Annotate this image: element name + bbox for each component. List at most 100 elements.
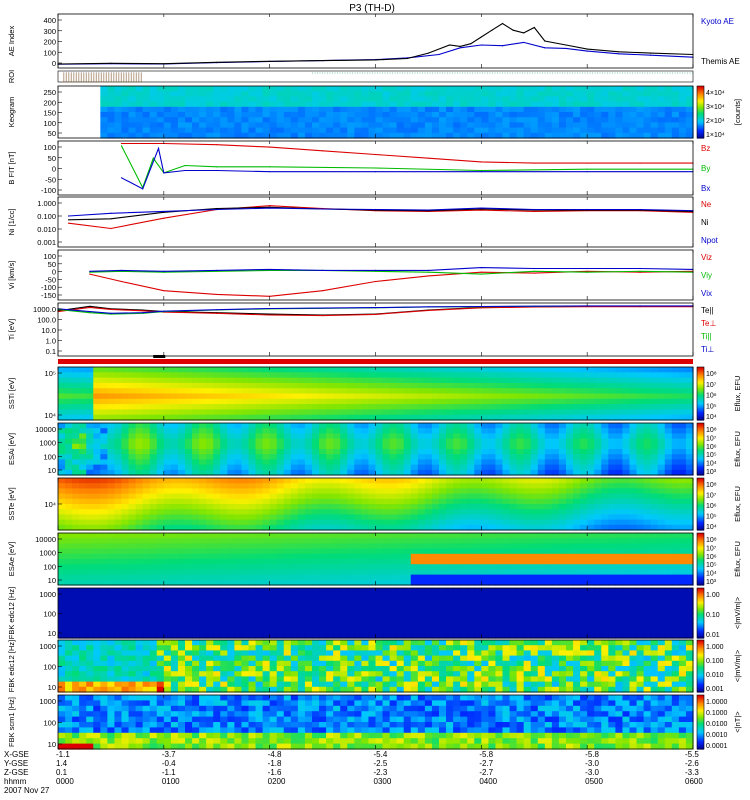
spectrogram-cell xyxy=(432,549,440,555)
spectrogram-cell xyxy=(580,514,588,520)
data-point xyxy=(269,269,270,270)
spectrogram-cell xyxy=(93,538,101,544)
spectrogram-cell xyxy=(192,399,200,405)
spectrogram-cell xyxy=(361,533,369,539)
spectrogram-cell xyxy=(150,488,158,494)
spectrogram-cell xyxy=(291,409,299,415)
spectrogram-cell xyxy=(291,107,299,113)
spectrogram-cell xyxy=(114,128,122,134)
spectrogram-cell xyxy=(608,575,616,581)
spectrogram-cell xyxy=(432,91,440,97)
spectrogram-cell xyxy=(545,483,553,489)
spectrogram-cell xyxy=(319,575,327,581)
spectrogram-cell xyxy=(453,459,461,465)
spectrogram-cell xyxy=(312,449,320,455)
spectrogram-cell xyxy=(199,91,207,97)
spectrogram-cell xyxy=(319,383,327,389)
spectrogram-cell xyxy=(390,117,398,123)
spectrogram-cell xyxy=(277,569,285,575)
spectrogram-cell xyxy=(580,554,588,560)
spectrogram-cell xyxy=(150,439,158,445)
spectrogram-cell xyxy=(122,444,130,450)
spectrogram-cell xyxy=(291,543,299,549)
spectrogram-cell xyxy=(234,533,242,539)
spectrogram-cell xyxy=(467,383,475,389)
spectrogram-cell xyxy=(601,564,609,570)
spectrogram-cell xyxy=(340,533,348,539)
spectrogram-cell xyxy=(390,538,398,544)
spectrogram-cell xyxy=(107,454,115,460)
spectrogram-cell xyxy=(587,394,595,400)
spectrogram-cell xyxy=(234,107,242,113)
spectrogram-cell xyxy=(213,449,221,455)
spectrogram-cell xyxy=(213,409,221,415)
spectrogram-cell xyxy=(270,128,278,134)
spectrogram-cell xyxy=(298,388,306,394)
spectrogram-cell xyxy=(192,465,200,471)
spectrogram-cell xyxy=(545,504,553,510)
data-point xyxy=(322,270,323,271)
spectrogram-cell xyxy=(234,409,242,415)
spectrogram-cell xyxy=(651,117,659,123)
spectrogram-cell xyxy=(524,394,532,400)
spectrogram-cell xyxy=(503,409,511,415)
spectrogram-cell xyxy=(559,367,567,373)
spectrogram-cell xyxy=(199,439,207,445)
spectrogram-cell xyxy=(510,575,518,581)
spectrogram-cell xyxy=(164,423,172,429)
spectrogram-cell xyxy=(397,520,405,526)
spectrogram-cell xyxy=(651,433,659,439)
spectrogram-cell xyxy=(220,514,228,520)
spectrogram-cell xyxy=(644,444,652,450)
spectrogram-cell xyxy=(651,409,659,415)
spectrogram-cell xyxy=(100,107,108,113)
spectrogram-cell xyxy=(439,538,447,544)
spectrogram-cell xyxy=(347,504,355,510)
data-point xyxy=(534,162,535,163)
spectrogram-cell xyxy=(538,478,546,484)
spectrogram-cell xyxy=(545,383,553,389)
spectrogram-cell xyxy=(566,107,574,113)
spectrogram-cell xyxy=(404,520,412,526)
spectrogram-cell xyxy=(665,478,673,484)
spectrogram-cell xyxy=(305,404,313,410)
spectrogram-cell xyxy=(376,459,384,465)
spectrogram-cell xyxy=(107,504,115,510)
spectrogram-cell xyxy=(340,394,348,400)
spectrogram-cell xyxy=(411,439,419,445)
spectrogram-cell xyxy=(622,112,630,118)
spectrogram-cell xyxy=(453,478,461,484)
spectrogram-cell xyxy=(277,409,285,415)
spectrogram-cell xyxy=(122,96,130,102)
spectrogram-cell xyxy=(404,388,412,394)
spectrogram-cell xyxy=(227,433,235,439)
spectrogram-cell xyxy=(178,433,186,439)
spectrogram-cell xyxy=(608,409,616,415)
spectrogram-cell xyxy=(241,569,249,575)
spectrogram-cell xyxy=(277,554,285,560)
spectrogram-cell xyxy=(552,559,560,565)
spectrogram-cell xyxy=(594,509,602,515)
spectrogram-cell xyxy=(326,575,334,581)
spectrogram-cell xyxy=(608,117,616,123)
spectrogram-cell xyxy=(312,404,320,410)
spectrogram-cell xyxy=(79,423,87,429)
spectrogram-cell xyxy=(157,543,165,549)
spectrogram-cell xyxy=(404,483,412,489)
spectrogram-cell xyxy=(481,409,489,415)
spectrogram-cell xyxy=(79,378,87,384)
spectrogram-cell xyxy=(580,549,588,555)
spectrogram-cell xyxy=(622,465,630,471)
spectrogram-cell xyxy=(206,439,214,445)
spectrogram-cell xyxy=(256,117,264,123)
spectrogram-cell xyxy=(524,538,532,544)
spectrogram-cell xyxy=(467,409,475,415)
spectrogram-cell xyxy=(199,569,207,575)
spectrogram-cell xyxy=(298,478,306,484)
spectrogram-cell xyxy=(665,439,673,445)
spectrogram-cell xyxy=(199,459,207,465)
spectrogram-cell xyxy=(376,543,384,549)
spectrogram-cell xyxy=(637,86,645,92)
spectrogram-cell xyxy=(136,378,144,384)
spectrogram-cell xyxy=(383,575,391,581)
